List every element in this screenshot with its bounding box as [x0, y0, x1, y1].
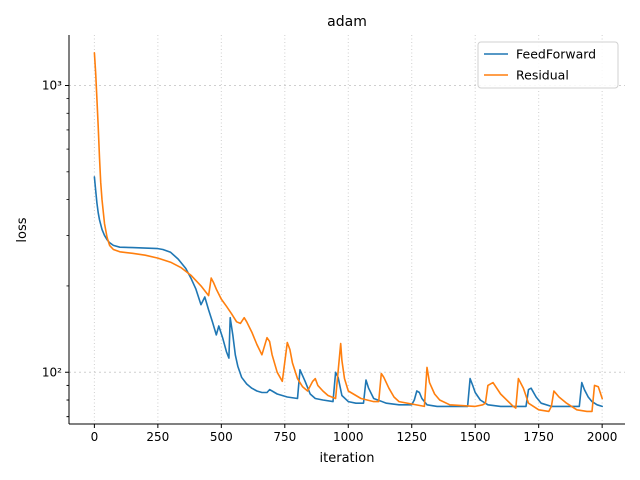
x-tick-label: 1000 — [333, 430, 364, 444]
x-tick-label: 1250 — [396, 430, 427, 444]
chart-title: adam — [327, 14, 367, 30]
series-layer — [93, 51, 604, 413]
axes — [68, 35, 625, 425]
y-tick-label: 10² — [42, 365, 62, 379]
x-tick-label: 1750 — [523, 430, 554, 444]
legend: FeedForward Residual — [477, 41, 619, 89]
x-tick-label: 2000 — [587, 430, 618, 444]
x-tick-label: 500 — [210, 430, 233, 444]
y-axis-label: loss — [15, 217, 30, 242]
ticks: 0 250 500 750 1000 1250 1500 1750 2000 10² 10³ — [42, 78, 618, 444]
x-axis-label: iteration — [320, 451, 375, 466]
legend-box — [477, 41, 619, 89]
y-tick-label: 10³ — [42, 78, 62, 92]
series-line-feedforward — [93, 176, 604, 408]
legend-label: FeedForward — [516, 47, 596, 62]
legend-label: Residual — [516, 68, 569, 83]
series-line-residual — [93, 51, 604, 413]
x-tick-label: 750 — [273, 430, 296, 444]
grid — [69, 35, 625, 424]
x-tick-label: 1500 — [460, 430, 491, 444]
x-tick-label: 250 — [146, 430, 169, 444]
x-tick-label: 0 — [91, 430, 99, 444]
